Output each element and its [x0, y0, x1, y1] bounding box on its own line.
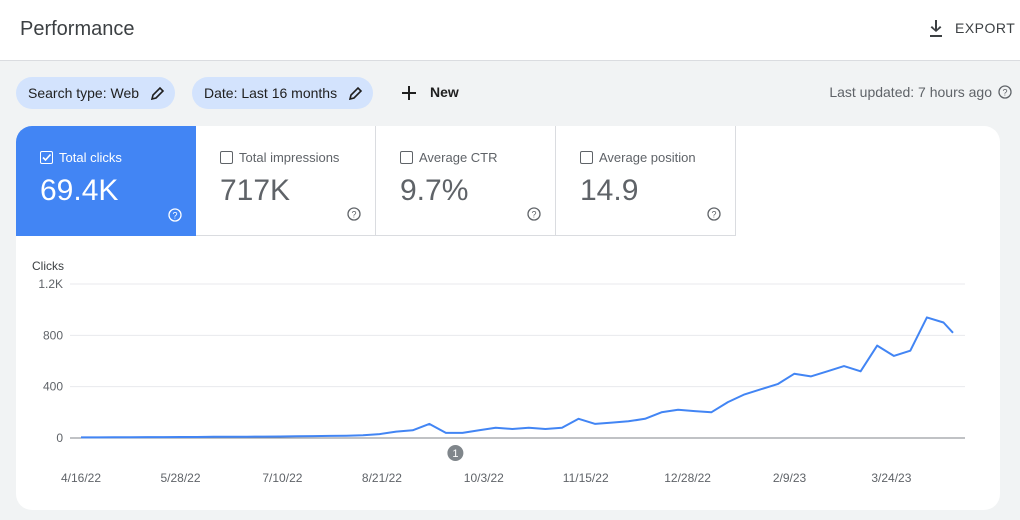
edit-icon — [349, 86, 363, 100]
annotation-marker — [447, 445, 464, 461]
x-tick-label: 10/3/22 — [464, 471, 504, 485]
y-tick-label: 800 — [43, 328, 63, 342]
help-icon: ? — [998, 85, 1012, 99]
checkbox[interactable] — [400, 151, 413, 164]
new-label: New — [430, 84, 459, 100]
metric-value: 69.4K — [40, 174, 119, 207]
metric-value: 14.9 — [580, 174, 639, 207]
x-tick-label: 11/15/22 — [563, 471, 609, 485]
filter-chip[interactable]: Date: Last 16 months — [192, 77, 374, 109]
x-tick-label: 12/28/22 — [664, 471, 711, 485]
y-tick-label: 400 — [43, 380, 63, 394]
y-axis-label: Clicks — [32, 259, 64, 273]
header — [0, 0, 1020, 61]
svg-text:?: ? — [531, 210, 536, 220]
svg-text:?: ? — [351, 210, 356, 220]
metric-label: Total impressions — [239, 150, 340, 165]
metric-label: Total clicks — [59, 150, 122, 165]
metric-card[interactable]: Average CTR 9.7% ? — [376, 126, 556, 236]
checkbox[interactable] — [580, 151, 593, 164]
x-tick-label: 5/28/22 — [160, 471, 200, 485]
last-updated-text: Last updated: 7 hours ago — [829, 84, 992, 100]
metric-label: Average CTR — [419, 150, 498, 165]
x-tick-label: 2/9/23 — [773, 471, 807, 485]
help-icon: ? — [347, 207, 361, 221]
checkbox[interactable] — [220, 151, 233, 164]
svg-text:?: ? — [1002, 88, 1007, 98]
metric-card[interactable]: Total clicks 69.4K ? — [16, 126, 196, 236]
x-tick-label: 4/16/22 — [61, 471, 101, 485]
metric-value: 9.7% — [400, 174, 469, 207]
metric-value: 717K — [220, 174, 291, 207]
download-icon — [930, 20, 942, 37]
svg-text:?: ? — [172, 211, 177, 221]
x-tick-label: 3/24/23 — [871, 471, 911, 485]
export-label: EXPORT — [955, 20, 1016, 36]
metric-card[interactable]: Total impressions 717K ? — [196, 126, 376, 236]
help-icon: ? — [168, 208, 182, 222]
chip-label: Date: Last 16 months — [204, 85, 338, 101]
svg-text:?: ? — [711, 210, 716, 220]
clicks-line — [81, 316, 954, 439]
metric-card[interactable]: Average position 14.9 ? — [556, 126, 736, 236]
annotation-label: 1 — [452, 448, 458, 460]
y-tick-label: 0 — [56, 431, 63, 445]
x-tick-label: 7/10/22 — [262, 471, 302, 485]
metric-label: Average position — [599, 150, 696, 165]
y-tick-label: 1.2K — [38, 277, 63, 291]
edit-icon — [151, 86, 165, 100]
check-icon — [42, 153, 52, 162]
filter-chip[interactable]: Search type: Web — [16, 77, 176, 109]
checkbox[interactable] — [40, 151, 53, 164]
plus-icon — [402, 86, 416, 100]
last-updated: Last updated: 7 hours ago ? — [829, 84, 1012, 100]
help-icon: ? — [707, 207, 721, 221]
page-title: Performance — [20, 18, 135, 40]
chip-label: Search type: Web — [28, 85, 140, 101]
help-icon: ? — [527, 207, 541, 221]
x-tick-label: 8/21/22 — [362, 471, 402, 485]
